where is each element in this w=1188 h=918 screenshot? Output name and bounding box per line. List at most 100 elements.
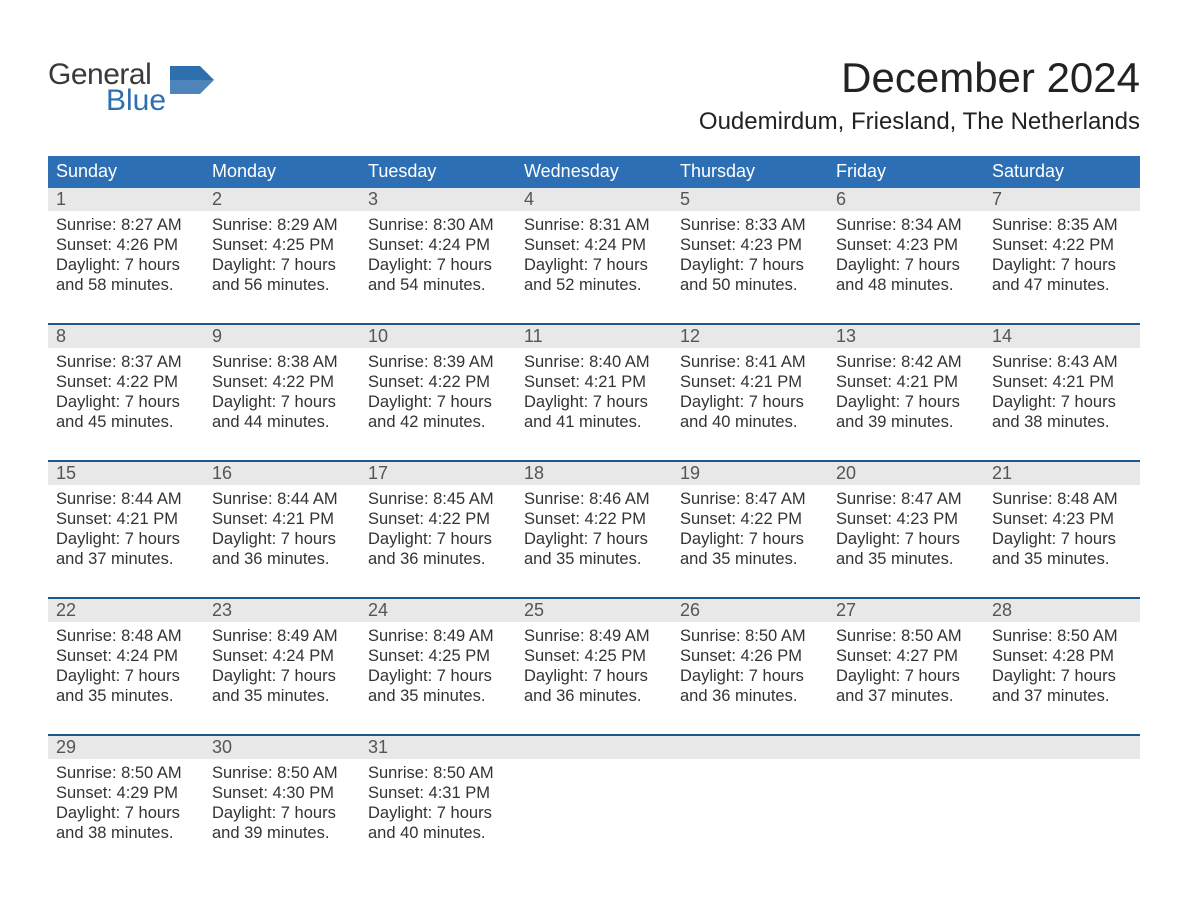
day-d1: Daylight: 7 hours (992, 392, 1132, 412)
day-sunset: Sunset: 4:21 PM (836, 372, 976, 392)
day-d2: and 44 minutes. (212, 412, 352, 432)
day-cell: Sunrise: 8:50 AMSunset: 4:28 PMDaylight:… (984, 622, 1140, 720)
day-number: 24 (360, 599, 516, 622)
day-d2: and 58 minutes. (56, 275, 196, 295)
day-d1: Daylight: 7 hours (836, 666, 976, 686)
day-sunrise: Sunrise: 8:44 AM (56, 489, 196, 509)
day-sunrise: Sunrise: 8:31 AM (524, 215, 664, 235)
day-sunset: Sunset: 4:24 PM (524, 235, 664, 255)
day-sunset: Sunset: 4:27 PM (836, 646, 976, 666)
day-sunset: Sunset: 4:21 PM (212, 509, 352, 529)
day-number: 3 (360, 188, 516, 211)
day-d2: and 40 minutes. (368, 823, 508, 843)
day-number: 20 (828, 462, 984, 485)
day-number: 17 (360, 462, 516, 485)
day-number-row: 22232425262728 (48, 599, 1140, 622)
day-d1: Daylight: 7 hours (992, 666, 1132, 686)
day-cell: Sunrise: 8:35 AMSunset: 4:22 PMDaylight:… (984, 211, 1140, 309)
day-d1: Daylight: 7 hours (212, 803, 352, 823)
day-of-week-label: Thursday (672, 156, 828, 188)
day-number: 13 (828, 325, 984, 348)
day-d1: Daylight: 7 hours (368, 392, 508, 412)
day-sunrise: Sunrise: 8:45 AM (368, 489, 508, 509)
day-sunrise: Sunrise: 8:50 AM (368, 763, 508, 783)
day-sunset: Sunset: 4:22 PM (524, 509, 664, 529)
day-of-week-label: Saturday (984, 156, 1140, 188)
day-d1: Daylight: 7 hours (680, 666, 820, 686)
day-d1: Daylight: 7 hours (836, 392, 976, 412)
calendar: SundayMondayTuesdayWednesdayThursdayFrid… (48, 156, 1140, 857)
day-d1: Daylight: 7 hours (56, 803, 196, 823)
day-number: 6 (828, 188, 984, 211)
day-d1: Daylight: 7 hours (680, 255, 820, 275)
day-number: 23 (204, 599, 360, 622)
day-d1: Daylight: 7 hours (56, 392, 196, 412)
day-sunrise: Sunrise: 8:50 AM (836, 626, 976, 646)
day-sunrise: Sunrise: 8:41 AM (680, 352, 820, 372)
day-sunset: Sunset: 4:29 PM (56, 783, 196, 803)
day-d1: Daylight: 7 hours (56, 255, 196, 275)
day-of-week-header: SundayMondayTuesdayWednesdayThursdayFrid… (48, 156, 1140, 188)
day-cell: Sunrise: 8:40 AMSunset: 4:21 PMDaylight:… (516, 348, 672, 446)
logo-flag-icon (170, 66, 214, 94)
day-cell: Sunrise: 8:48 AMSunset: 4:24 PMDaylight:… (48, 622, 204, 720)
day-d1: Daylight: 7 hours (368, 255, 508, 275)
day-cell: Sunrise: 8:50 AMSunset: 4:30 PMDaylight:… (204, 759, 360, 857)
day-number (984, 736, 1140, 759)
week-row: 22232425262728Sunrise: 8:48 AMSunset: 4:… (48, 597, 1140, 720)
day-cell: Sunrise: 8:42 AMSunset: 4:21 PMDaylight:… (828, 348, 984, 446)
day-sunrise: Sunrise: 8:48 AM (992, 489, 1132, 509)
day-d2: and 45 minutes. (56, 412, 196, 432)
day-d1: Daylight: 7 hours (56, 666, 196, 686)
day-sunset: Sunset: 4:22 PM (680, 509, 820, 529)
day-cell: Sunrise: 8:49 AMSunset: 4:25 PMDaylight:… (360, 622, 516, 720)
day-d2: and 39 minutes. (836, 412, 976, 432)
day-number: 1 (48, 188, 204, 211)
day-cell: Sunrise: 8:45 AMSunset: 4:22 PMDaylight:… (360, 485, 516, 583)
day-number: 16 (204, 462, 360, 485)
day-sunset: Sunset: 4:30 PM (212, 783, 352, 803)
location-subtitle: Oudemirdum, Friesland, The Netherlands (699, 108, 1140, 136)
day-number: 5 (672, 188, 828, 211)
day-d1: Daylight: 7 hours (524, 666, 664, 686)
day-cell: Sunrise: 8:49 AMSunset: 4:24 PMDaylight:… (204, 622, 360, 720)
day-cell: Sunrise: 8:29 AMSunset: 4:25 PMDaylight:… (204, 211, 360, 309)
day-d1: Daylight: 7 hours (368, 803, 508, 823)
day-sunset: Sunset: 4:22 PM (368, 372, 508, 392)
day-d2: and 52 minutes. (524, 275, 664, 295)
day-number-row: 15161718192021 (48, 462, 1140, 485)
day-d2: and 38 minutes. (56, 823, 196, 843)
day-cell: Sunrise: 8:44 AMSunset: 4:21 PMDaylight:… (204, 485, 360, 583)
day-d1: Daylight: 7 hours (524, 529, 664, 549)
day-d2: and 48 minutes. (836, 275, 976, 295)
day-sunset: Sunset: 4:28 PM (992, 646, 1132, 666)
day-number: 31 (360, 736, 516, 759)
day-cell: Sunrise: 8:37 AMSunset: 4:22 PMDaylight:… (48, 348, 204, 446)
day-d2: and 50 minutes. (680, 275, 820, 295)
day-number: 8 (48, 325, 204, 348)
day-sunrise: Sunrise: 8:49 AM (212, 626, 352, 646)
week-row: 293031Sunrise: 8:50 AMSunset: 4:29 PMDay… (48, 734, 1140, 857)
day-sunrise: Sunrise: 8:47 AM (836, 489, 976, 509)
day-sunset: Sunset: 4:24 PM (56, 646, 196, 666)
day-sunrise: Sunrise: 8:33 AM (680, 215, 820, 235)
day-cell: Sunrise: 8:41 AMSunset: 4:21 PMDaylight:… (672, 348, 828, 446)
day-cell: Sunrise: 8:34 AMSunset: 4:23 PMDaylight:… (828, 211, 984, 309)
day-d2: and 35 minutes. (992, 549, 1132, 569)
day-cell: Sunrise: 8:47 AMSunset: 4:23 PMDaylight:… (828, 485, 984, 583)
day-number: 22 (48, 599, 204, 622)
day-sunrise: Sunrise: 8:50 AM (212, 763, 352, 783)
day-d1: Daylight: 7 hours (212, 666, 352, 686)
logo: General Blue (48, 60, 214, 116)
day-number: 25 (516, 599, 672, 622)
day-number: 4 (516, 188, 672, 211)
day-sunset: Sunset: 4:25 PM (212, 235, 352, 255)
day-number: 30 (204, 736, 360, 759)
day-cell (672, 759, 828, 857)
day-number: 7 (984, 188, 1140, 211)
day-number-row: 891011121314 (48, 325, 1140, 348)
day-d2: and 36 minutes. (368, 549, 508, 569)
day-cell: Sunrise: 8:33 AMSunset: 4:23 PMDaylight:… (672, 211, 828, 309)
month-title: December 2024 (699, 54, 1140, 102)
day-cell: Sunrise: 8:27 AMSunset: 4:26 PMDaylight:… (48, 211, 204, 309)
